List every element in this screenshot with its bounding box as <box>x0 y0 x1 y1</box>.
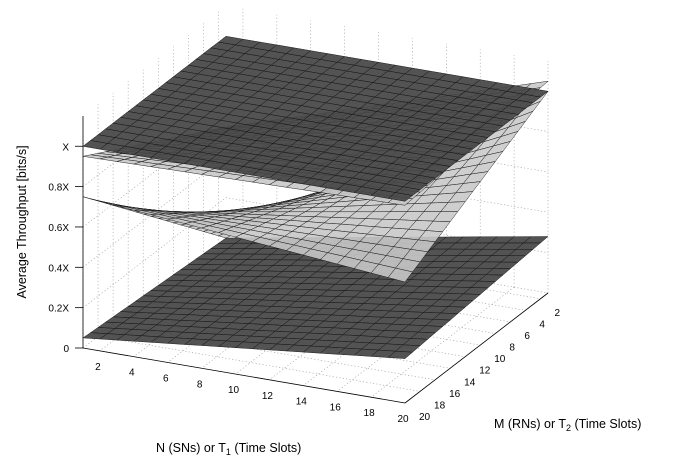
x-axis-label-main: N (SNs) or T <box>156 441 226 455</box>
surface-facet <box>387 350 413 359</box>
x-tick-label: 10 <box>228 385 240 396</box>
y-axis-line <box>404 292 549 404</box>
z-tick-label: 0 <box>63 344 69 355</box>
x-axis-label-tail: (Time Slots) <box>231 441 301 455</box>
y-tick-label: 16 <box>449 389 461 400</box>
x-tick-label: 2 <box>95 362 101 373</box>
y-tick-label: 20 <box>419 412 431 423</box>
z-tick-label: X <box>62 142 69 153</box>
y-tick-label: 2 <box>554 308 560 319</box>
z-tick-label: 0.4X <box>48 263 69 274</box>
y-axis-label-tail: (Time Slots) <box>571 417 641 431</box>
surface-facet <box>387 192 413 202</box>
y-axis-label-sub: 2 <box>566 423 571 433</box>
x-tick-label: 6 <box>163 373 169 384</box>
y-tick-label: 10 <box>494 354 506 365</box>
z-tick-label: 0.6X <box>48 223 69 234</box>
x-tick-label: 12 <box>262 391 274 402</box>
x-tick-label: 16 <box>330 402 342 413</box>
y-tick-label: 8 <box>509 343 515 354</box>
y-tick-label: 14 <box>464 377 476 388</box>
x-tick-label: 4 <box>129 368 135 379</box>
surface-facet <box>387 267 413 283</box>
x-tick-label: 18 <box>364 408 376 419</box>
y-tick-label: 6 <box>524 331 530 342</box>
axis-frame <box>82 116 549 404</box>
x-axis-label: N (SNs) or T1 (Time Slots) <box>156 441 301 457</box>
surface-group <box>82 36 549 359</box>
y-tick-label: 4 <box>539 319 545 330</box>
surface-facet <box>99 200 125 207</box>
tick-labels: 00.2X0.4X0.6X0.8XX2468101214161820246810… <box>48 142 560 425</box>
z-tick-label: 0.8X <box>48 183 69 194</box>
x-axis-line <box>82 347 406 404</box>
y-tick-label: 18 <box>434 400 446 411</box>
surface-top-plane <box>82 36 549 202</box>
x-tick-label: 20 <box>397 414 409 425</box>
z-axis-label: Average Throughput [bits/s] <box>15 145 29 298</box>
x-tick-label: 8 <box>197 379 203 390</box>
x-tick-label: 14 <box>296 397 308 408</box>
y-axis-label-main: M (RNs) or T <box>494 417 566 431</box>
z-tick-label: 0.2X <box>48 304 69 315</box>
y-axis-label: M (RNs) or T2 (Time Slots) <box>494 417 641 433</box>
y-tick-label: 12 <box>479 366 491 377</box>
x-axis-label-sub: 1 <box>226 447 231 457</box>
